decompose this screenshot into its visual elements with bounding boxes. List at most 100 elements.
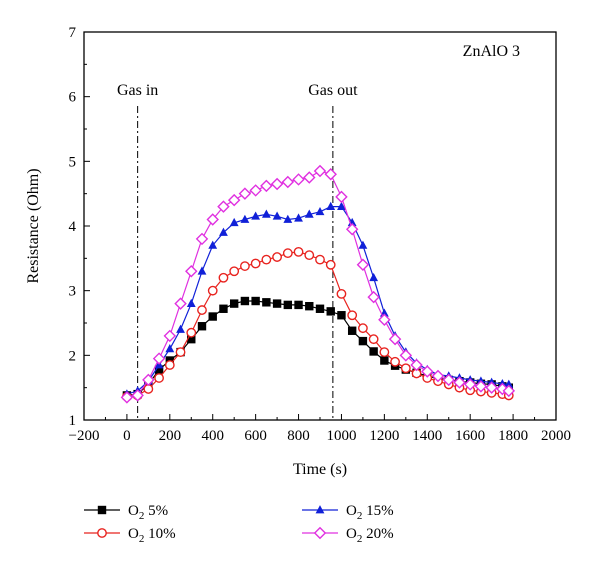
data-point [207,285,218,296]
series-layer [120,164,516,404]
legend-marker [97,528,107,538]
data-point [324,168,337,181]
data-point [325,259,336,270]
legend-marker [313,526,327,540]
data-point [367,290,380,304]
data-point [152,352,166,365]
data-point [421,365,434,378]
data-point [164,360,175,370]
legend-label-tail: 15% [362,503,393,519]
annotations: Gas in Gas out [117,82,358,420]
x-tick-label: 1600 [455,428,485,444]
data-point [197,322,207,331]
legend-label-main: O [128,526,139,542]
series-line [126,251,509,398]
data-point [400,363,411,374]
data-point [261,254,272,265]
data-point [219,304,228,313]
x-tick-label: 800 [287,428,310,444]
data-point [227,193,241,207]
data-point [249,184,262,197]
data-point [218,272,229,283]
legend-label-tail: 5% [144,503,168,519]
legend-label-main: O [128,503,139,519]
data-point [431,369,445,383]
data-point [294,300,303,310]
data-point [240,214,250,223]
x-tick-label: 1800 [498,428,528,444]
legend-label-tail: 20% [362,526,393,542]
data-point [305,301,314,311]
data-point [165,344,175,353]
data-point [390,356,400,367]
data-point [250,258,261,269]
data-point [380,356,389,365]
data-point [260,179,273,193]
data-point [186,298,196,307]
data-point [187,334,196,344]
data-point [304,250,315,261]
data-point [369,272,379,282]
data-point [326,201,336,210]
data-point [229,217,239,227]
x-tick-label: 1200 [369,428,399,444]
legend-label-subscript: 2 [139,510,145,522]
series-line [126,206,509,395]
data-point [335,190,348,204]
data-point [378,313,391,327]
y-axis-title: Resistance (Ohm) [25,168,42,283]
data-point [281,175,295,189]
data-point [294,213,303,222]
data-point [337,311,346,320]
data-point [240,261,250,271]
data-point [197,266,207,275]
x-tick-label: 1400 [412,428,442,444]
x-tick-label: 0 [123,428,131,444]
data-point [326,307,335,316]
data-point [251,211,261,220]
data-point [347,326,357,335]
legend-label: O2 5% [128,503,168,522]
panel-label: ZnAlO 3 [463,43,520,60]
legend-label-main: O [346,503,357,519]
legend-marker [97,505,107,515]
data-point [337,201,346,210]
data-point [238,187,252,200]
x-tick-label: 600 [244,428,267,444]
annotation-label: Gas in [117,82,158,99]
data-point [292,173,305,186]
data-point [174,297,187,310]
y-tick-label: 6 [69,90,77,106]
data-point [504,379,514,388]
data-point [208,240,218,249]
data-point [217,200,230,213]
data-point [197,305,207,315]
data-point [336,288,347,299]
data-point [120,391,134,404]
data-point [485,381,498,394]
annotation-label: Gas out [308,82,358,99]
x-tick-label: 2000 [541,428,571,444]
legend-label: O2 20% [346,526,394,545]
y-tick-label: 3 [69,284,77,300]
data-point [175,347,186,357]
legend-label: O2 10% [128,526,176,545]
data-point [154,373,164,383]
data-point [208,312,217,321]
legend-item: O2 20% [302,526,394,545]
data-point [293,246,304,257]
y-tick-label: 1 [69,413,77,429]
data-point [358,323,368,334]
legend-item: O2 10% [84,526,176,545]
data-point [315,304,325,313]
data-point [303,171,316,184]
data-point [388,332,402,346]
series-4 [120,164,516,404]
data-point [410,358,423,372]
data-point [474,380,488,393]
data-point [358,336,368,346]
series-2 [122,246,514,402]
data-point [240,296,250,306]
data-point [304,209,314,218]
